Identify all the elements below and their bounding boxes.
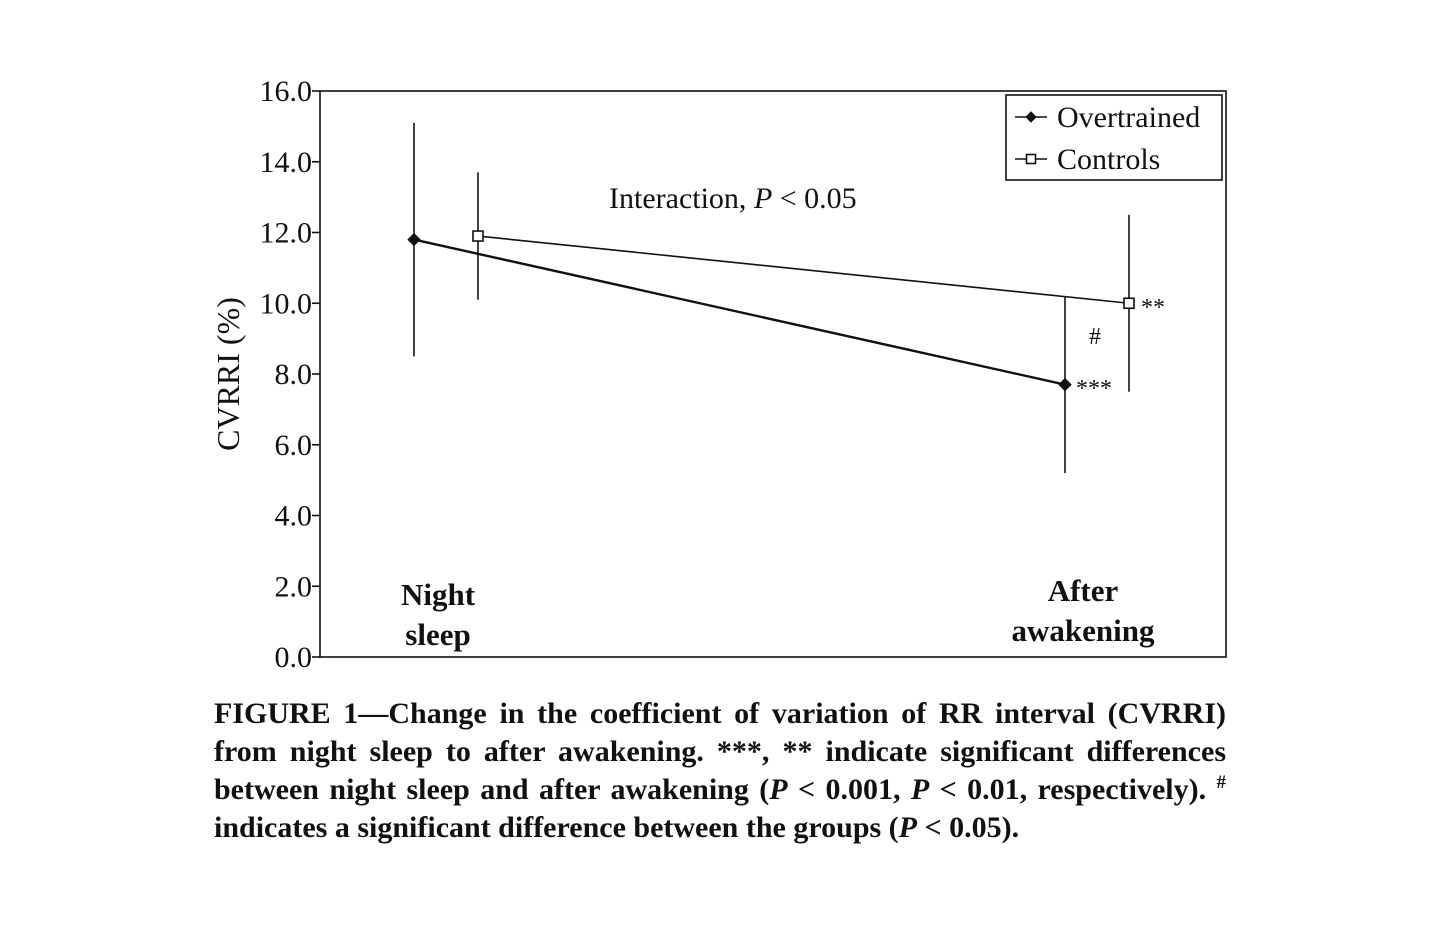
group-difference-mark: # <box>1089 324 1101 350</box>
legend-marker <box>1025 153 1037 165</box>
caption-text-4: indicates a significant difference betwe… <box>214 811 899 844</box>
category-label: sleep <box>405 617 470 652</box>
y-tick-label: 8.0 <box>275 358 313 391</box>
interaction-annotation: Interaction, P < 0.05 <box>609 182 857 215</box>
overtrained-significance-mark: *** <box>1076 376 1112 402</box>
caption-p-3: P <box>898 811 917 844</box>
y-tick-label: 4.0 <box>275 500 313 533</box>
caption-text-3: < 0.01, respectively). <box>929 773 1217 806</box>
y-tick-label: 12.0 <box>260 217 313 250</box>
y-tick-label: 10.0 <box>260 287 313 320</box>
data-point <box>407 232 421 247</box>
y-tick-label: 0.0 <box>275 641 313 674</box>
y-axis-label: CVRRI (%) <box>210 297 246 451</box>
category-label: After <box>1048 573 1119 608</box>
caption-p-2: P <box>910 773 930 806</box>
y-tick-label: 14.0 <box>260 146 313 179</box>
series-line <box>413 238 1066 386</box>
y-tick-label: 16.0 <box>260 75 313 108</box>
data-point <box>472 230 484 242</box>
data-point <box>1058 377 1072 392</box>
category-label: Night <box>401 577 476 612</box>
data-point <box>1123 297 1135 310</box>
y-tick-label: 2.0 <box>275 570 313 603</box>
category-label: awakening <box>1012 613 1155 648</box>
caption-text-2: < 0.001, <box>787 773 911 806</box>
series-line <box>477 235 1130 305</box>
y-tick-label: 6.0 <box>275 429 313 462</box>
controls-significance-mark: ** <box>1141 295 1165 321</box>
legend-label: Controls <box>1057 143 1160 176</box>
legend-marker <box>1025 111 1037 123</box>
cvrri-line-chart: 0.0 2.0 4.0 6.0 8.0 10.0 12.0 14.0 16.0 CVRRI (%)… <box>210 75 1227 674</box>
caption-hash-superscript: # <box>1216 772 1227 793</box>
figure: 0.0 2.0 4.0 6.0 8.0 10.0 12.0 14.0 16.0 CVRRI (%)… <box>210 75 1227 674</box>
figure-caption: FIGURE 1—Change in the coefficient of va… <box>214 695 1226 847</box>
legend-box <box>1005 94 1223 181</box>
caption-p-1: P <box>769 773 788 806</box>
legend-label: Overtrained <box>1057 101 1200 134</box>
caption-text-5: < 0.05). <box>917 811 1020 844</box>
caption-text-1: FIGURE 1—Change in the coefficient of va… <box>214 697 1226 806</box>
